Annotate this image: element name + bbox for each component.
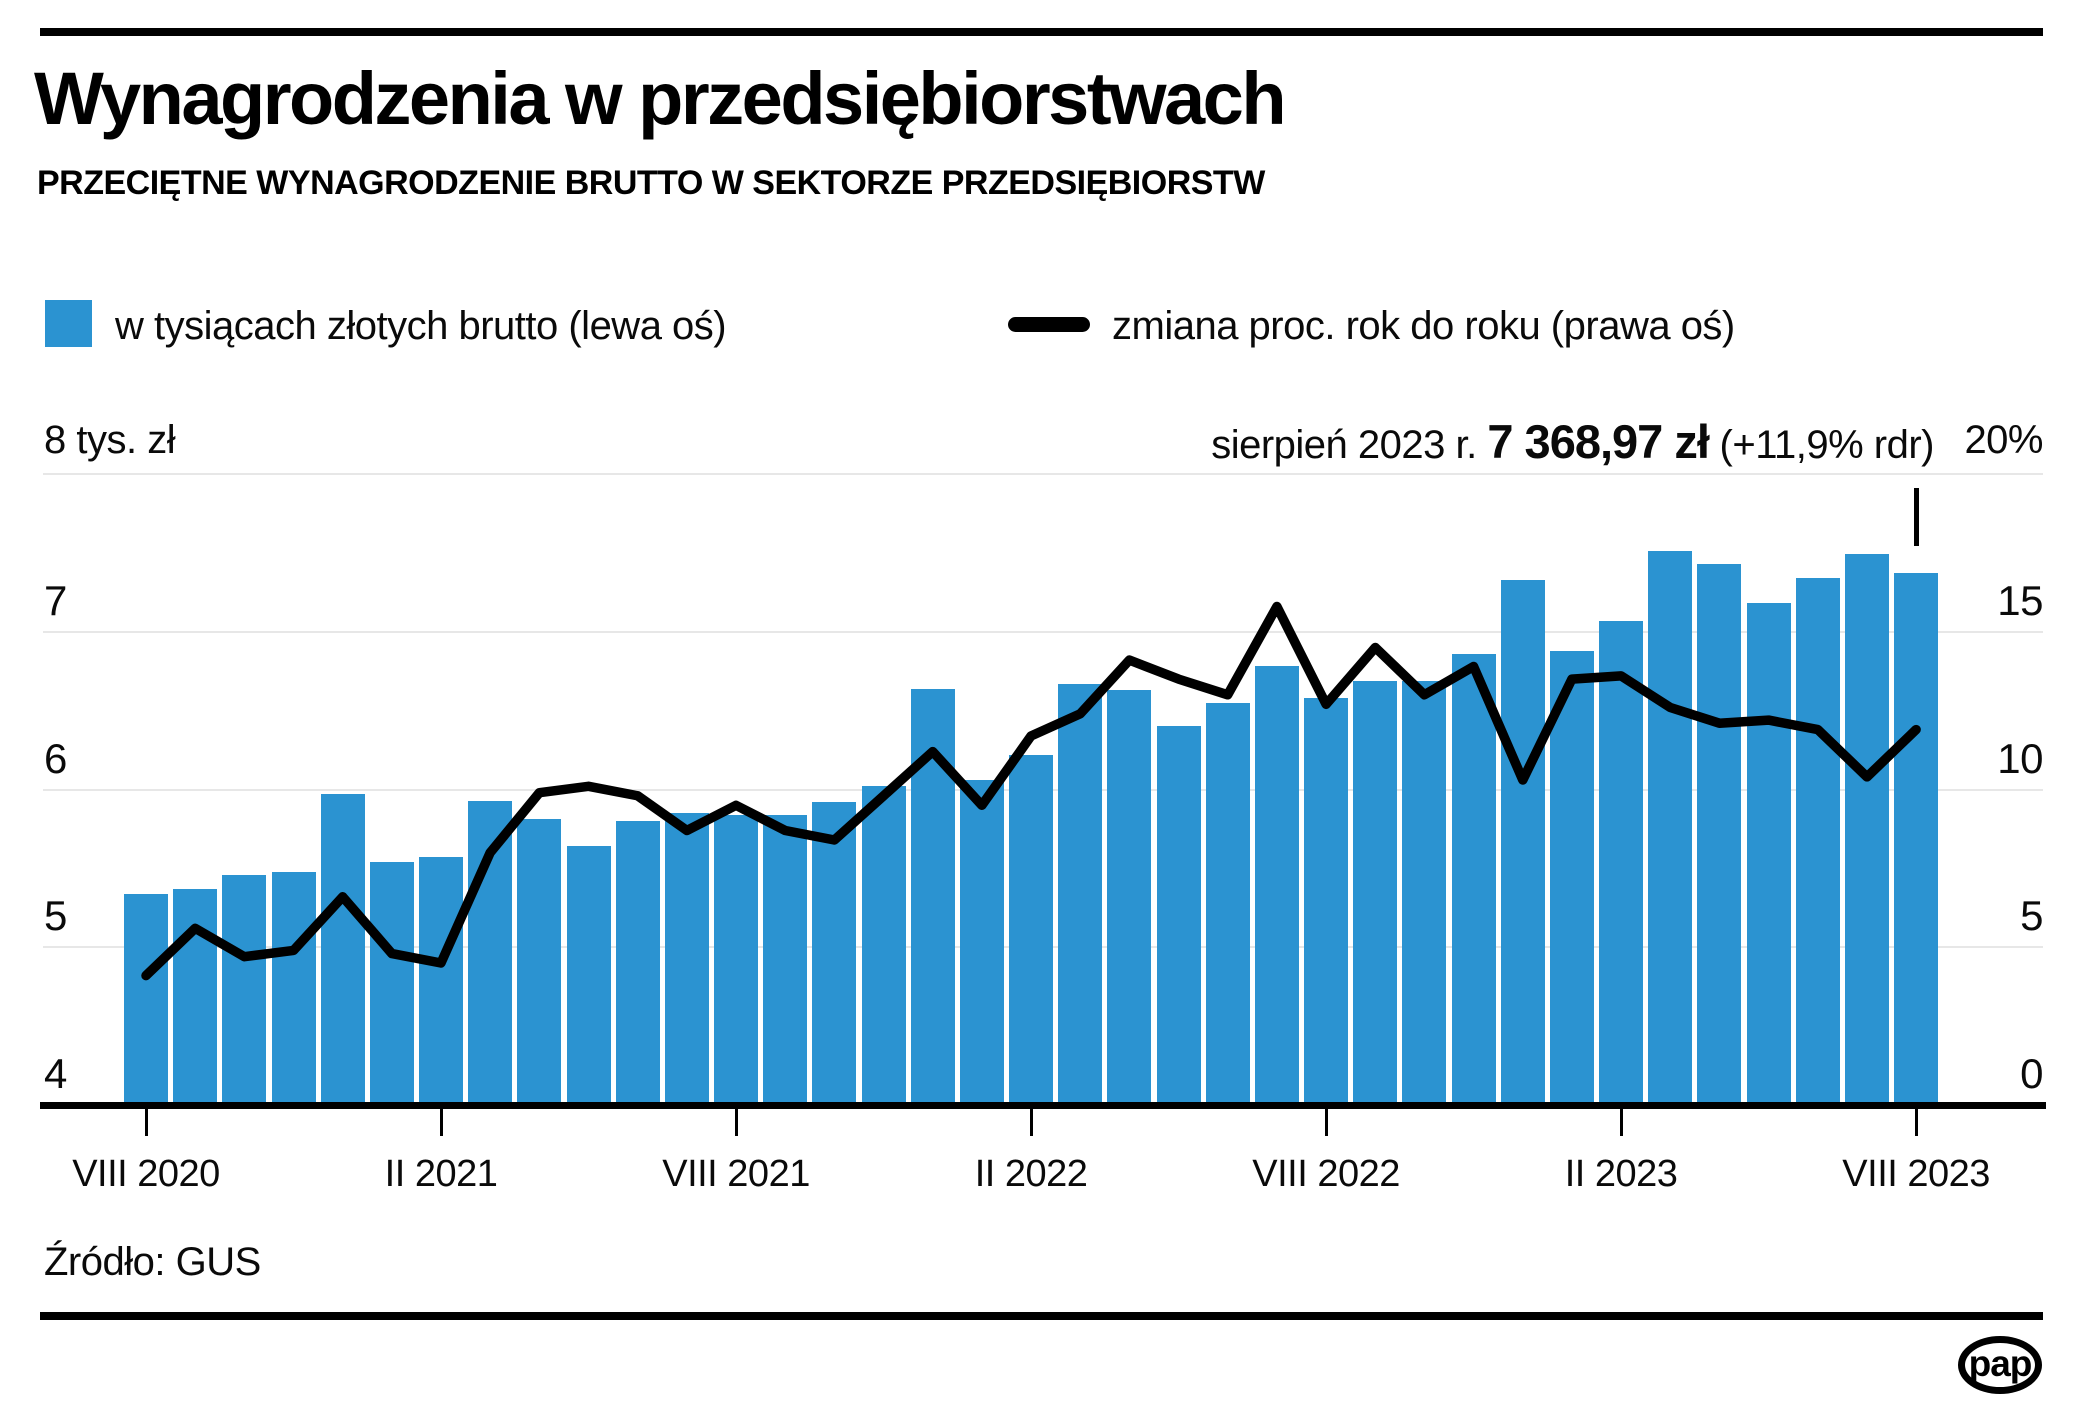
bar [320, 794, 365, 1105]
left-axis-unit-label: 8 tys. zł [44, 418, 176, 462]
gridline [43, 473, 2043, 475]
x-axis-tick-label: VIII 2022 [1252, 1153, 1400, 1195]
bar [763, 814, 808, 1105]
legend-bar-swatch [45, 300, 92, 347]
latest-value-annotation: sierpień 2023 r. 7 368,97 zł (+11,9% rdr… [1211, 414, 1934, 469]
bar [369, 862, 414, 1105]
bar [861, 786, 906, 1105]
line-series-path [141, 601, 1921, 981]
bar [1648, 551, 1693, 1105]
bar [1549, 650, 1594, 1105]
bar [271, 871, 316, 1105]
bar [517, 819, 562, 1105]
x-axis-line [40, 1102, 2046, 1109]
bar [1156, 726, 1201, 1105]
bar [1205, 702, 1250, 1105]
annotation-marker [1913, 488, 1919, 547]
x-axis-tick-label: II 2023 [1564, 1153, 1678, 1195]
bar [566, 846, 611, 1105]
right-axis-tick-label: 0 [2020, 1050, 2043, 1097]
bottom-rule [40, 1312, 2043, 1320]
bar [664, 813, 709, 1105]
bar [1451, 653, 1496, 1105]
bar [1402, 680, 1447, 1105]
legend-line-swatch [1008, 317, 1090, 332]
pap-logo-text: pap [1968, 1342, 2033, 1384]
x-axis-tick-label: VIII 2020 [72, 1153, 220, 1195]
x-axis-tick [1029, 1108, 1033, 1136]
left-axis-tick-label: 7 [44, 576, 67, 624]
bar [1599, 620, 1644, 1105]
right-axis-tick-label: 5 [2020, 892, 2043, 940]
x-axis-tick [1914, 1108, 1918, 1136]
bar [959, 780, 1004, 1105]
bar [419, 857, 464, 1105]
bar [1894, 573, 1939, 1105]
right-axis-unit-label: 20% [1964, 418, 2043, 462]
bar [1697, 563, 1742, 1105]
bar [1746, 603, 1791, 1105]
bar [812, 802, 857, 1105]
bar [1009, 754, 1054, 1105]
x-axis-tick-label: VIII 2021 [662, 1153, 810, 1195]
bar [124, 893, 168, 1105]
left-axis-tick-label: 4 [44, 1050, 67, 1097]
top-rule [40, 28, 2043, 36]
bar [1500, 579, 1545, 1105]
x-axis-tick [144, 1108, 148, 1136]
left-axis-tick-label: 5 [44, 892, 67, 940]
bar [615, 821, 660, 1105]
legend-bar-label: w tysiącach złotych brutto (lewa oś) [115, 304, 727, 348]
bar [1795, 578, 1840, 1105]
bar [1107, 690, 1152, 1105]
legend: w tysiącach złotych brutto (lewa oś) zmi… [45, 298, 2035, 350]
right-axis-tick-label: 15 [1997, 576, 2043, 624]
bar [1353, 680, 1398, 1105]
x-axis-tick-label: II 2021 [384, 1153, 498, 1195]
chart-subtitle: PRZECIĘTNE WYNAGRODZENIE BRUTTO W SEKTOR… [37, 164, 1265, 202]
annotation-suffix: (+11,9% rdr) [1708, 423, 1935, 467]
bar [1304, 698, 1349, 1105]
source-note: Źródło: GUS [44, 1240, 261, 1284]
annotation-prefix: sierpień 2023 r. [1211, 423, 1488, 467]
bar [1058, 683, 1103, 1105]
bar [222, 874, 267, 1105]
x-axis-tick [439, 1108, 443, 1136]
left-axis-tick-label: 6 [44, 734, 67, 782]
gridline [43, 630, 2043, 633]
annotation-value: 7 368,97 zł [1487, 415, 1710, 468]
x-axis-tick [1619, 1108, 1623, 1136]
bar [1254, 666, 1299, 1105]
bar [714, 814, 759, 1105]
pap-logo: pap [1958, 1336, 2042, 1394]
right-axis-tick-label: 10 [1997, 734, 2043, 782]
x-axis-tick-label: VIII 2023 [1842, 1153, 1990, 1195]
legend-line-label: zmiana proc. rok do roku (prawa oś) [1112, 304, 1735, 348]
page-title: Wynagrodzenia w przedsiębiorstwach [34, 57, 1287, 140]
x-axis-tick [734, 1108, 738, 1136]
x-axis-tick [1324, 1108, 1328, 1136]
x-axis-tick-label: II 2022 [974, 1153, 1088, 1195]
bar [1844, 554, 1889, 1105]
